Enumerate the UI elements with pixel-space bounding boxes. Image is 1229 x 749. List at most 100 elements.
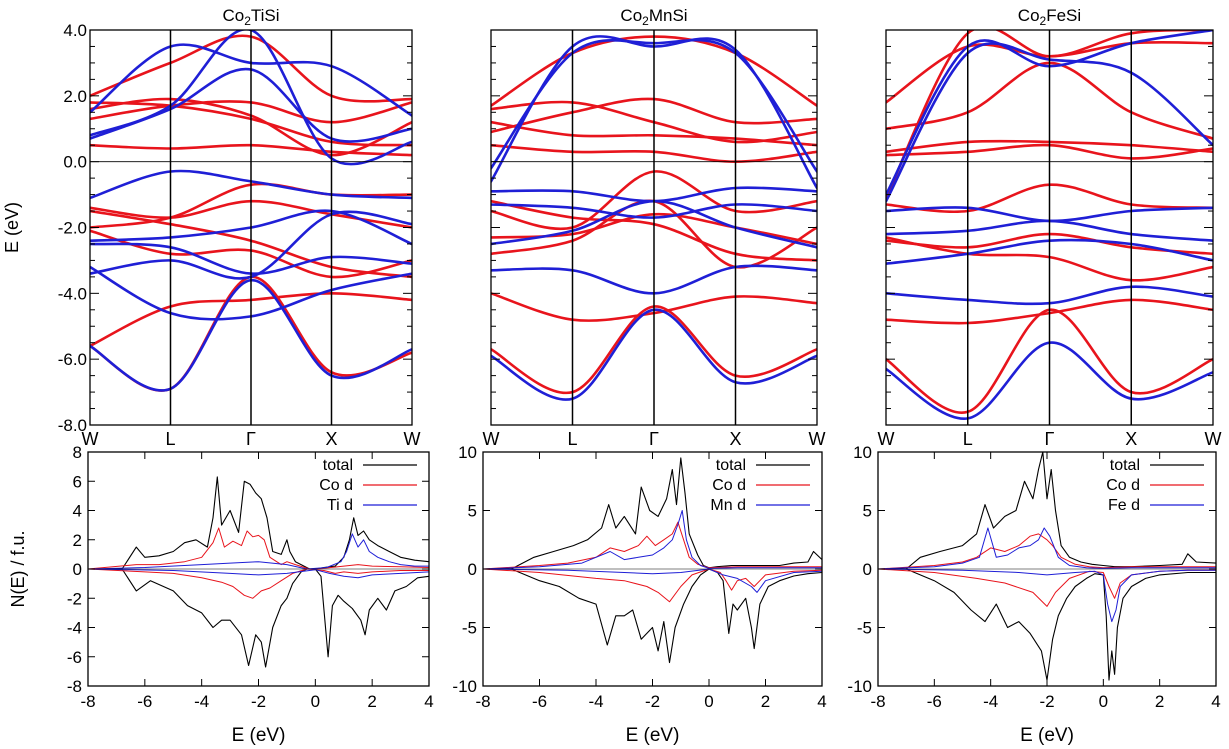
legend-label: Co d: [1106, 477, 1140, 494]
dos-Co2MnSi: -8 -6 -4 -2 0 2 4 10 5 0 -5 -10 E (eV) total Co d Mn d: [452, 443, 826, 746]
x-axis-label: E (eV): [1020, 725, 1074, 746]
dos-total-down: [483, 568, 822, 664]
x-tick-label: 2: [1155, 692, 1164, 711]
dos-fe-d-down: [878, 568, 1216, 623]
k-point-label: L: [963, 429, 973, 449]
dos-total-down: [88, 568, 429, 668]
y-tick-label: 0.0: [63, 153, 87, 172]
band-down-6: [886, 30, 1213, 196]
k-point-label: Γ: [246, 429, 256, 449]
dos-mn-d-up: [483, 510, 822, 570]
x-tick-label: -8: [475, 692, 490, 711]
band-down-5: [886, 42, 1213, 203]
y-tick-label: -6: [67, 648, 82, 667]
k-point-label: X: [325, 429, 337, 449]
dos-total-down: [878, 568, 1216, 681]
k-point-label: W: [878, 429, 895, 449]
y-tick-label: 4.0: [63, 21, 87, 40]
y-tick-label: -2.0: [58, 219, 87, 238]
legend-label: Mn d: [710, 497, 746, 514]
x-tick-label: -4: [983, 692, 998, 711]
y-tick-label: -4: [67, 619, 82, 638]
dos-total-up: [88, 476, 429, 570]
y-axis-label: N(E) / f.u.: [8, 530, 28, 607]
dos-co-d-down: [88, 568, 429, 599]
dos-ti-d-up: [88, 533, 429, 570]
y-tick-label: 10: [853, 443, 872, 462]
legend-label: total: [716, 457, 746, 474]
dos-co-d-up: [878, 533, 1216, 570]
x-tick-label: 4: [424, 692, 433, 711]
k-point-label: W: [483, 429, 500, 449]
x-tick-label: -2: [1039, 692, 1054, 711]
band-up-9: [886, 30, 1213, 200]
k-point-label: W: [82, 429, 99, 449]
y-tick-label: -5: [857, 619, 872, 638]
x-tick-label: -8: [870, 692, 885, 711]
k-point-label: Γ: [1045, 429, 1055, 449]
x-tick-label: -6: [137, 692, 152, 711]
legend: total Co d Fe d: [1106, 457, 1204, 514]
x-tick-label: 0: [704, 692, 713, 711]
legend-label: total: [323, 457, 353, 474]
x-axis-label: E (eV): [232, 725, 286, 746]
k-point-label: X: [729, 429, 741, 449]
legend-label: Co d: [712, 477, 746, 494]
y-tick-label: 6: [73, 472, 82, 491]
y-tick-label: -4.0: [58, 284, 87, 303]
dos-fe-d-up: [878, 527, 1216, 570]
y-tick-label: -10: [452, 677, 477, 696]
x-axis-label: E (eV): [626, 725, 680, 746]
legend-label: Co d: [319, 477, 353, 494]
legend-label: Fe d: [1108, 497, 1140, 514]
x-tick-label: 4: [1211, 692, 1220, 711]
k-point-label: Γ: [649, 429, 659, 449]
k-point-label: L: [165, 429, 175, 449]
y-tick-label: 0: [863, 560, 872, 579]
legend: total Co d Ti d: [319, 457, 417, 514]
legend: total Co d Mn d: [710, 457, 810, 514]
y-tick-label: 8: [73, 443, 82, 462]
panel-title: Co2FeSi: [1018, 6, 1081, 28]
y-tick-label: -8.0: [58, 416, 87, 435]
k-point-label: W: [404, 429, 421, 449]
x-tick-label: -2: [645, 692, 660, 711]
dos-co-d-up: [88, 527, 429, 570]
y-tick-label: -5: [462, 619, 477, 638]
y-tick-label: 2: [73, 531, 82, 550]
k-point-label: X: [1125, 429, 1137, 449]
y-tick-label: 10: [458, 443, 477, 462]
panel-title: Co2MnSi: [620, 6, 687, 28]
legend-label: Ti d: [327, 497, 353, 514]
x-tick-label: 0: [1099, 692, 1108, 711]
band-Co2TiSi: 4.0 2.0 0.0 -2.0 -4.0 -6.0 -8.0 E (eV) W L Γ X W: [2, 21, 421, 449]
x-tick-label: -2: [251, 692, 266, 711]
x-tick-label: -8: [80, 692, 95, 711]
y-tick-label: 0: [73, 560, 82, 579]
y-tick-label: 2.0: [63, 87, 87, 106]
dos-total-up: [878, 452, 1216, 570]
k-point-label: W: [809, 429, 826, 449]
dos-total-up: [483, 457, 822, 570]
dos-Co2TiSi: -8 -6 -4 -2 0 2 4 8 6 4 2 0 -2 -4 -6 -8 E (eV) N(E) / f.u…: [8, 443, 434, 746]
y-axis-label: E (eV): [2, 202, 22, 253]
k-point-label: L: [567, 429, 577, 449]
dos-ti-d-down: [88, 568, 429, 579]
y-tick-label: 4: [73, 502, 82, 521]
x-tick-label: -6: [927, 692, 942, 711]
x-tick-label: 4: [817, 692, 826, 711]
y-tick-label: -2: [67, 589, 82, 608]
panel-title: Co2TiSi: [222, 6, 279, 28]
x-tick-label: -6: [532, 692, 547, 711]
legend-label: total: [1110, 457, 1140, 474]
dos-Co2FeSi: -8 -6 -4 -2 0 2 4 10 5 0 -5 -10 E (eV) total Co d Fe d: [847, 443, 1220, 746]
x-tick-label: 0: [311, 692, 320, 711]
dos-mn-d-down: [483, 568, 822, 593]
dos-co-d-up: [483, 521, 822, 570]
y-tick-label: -8: [67, 677, 82, 696]
y-tick-label: -6.0: [58, 350, 87, 369]
y-tick-label: 0: [468, 560, 477, 579]
